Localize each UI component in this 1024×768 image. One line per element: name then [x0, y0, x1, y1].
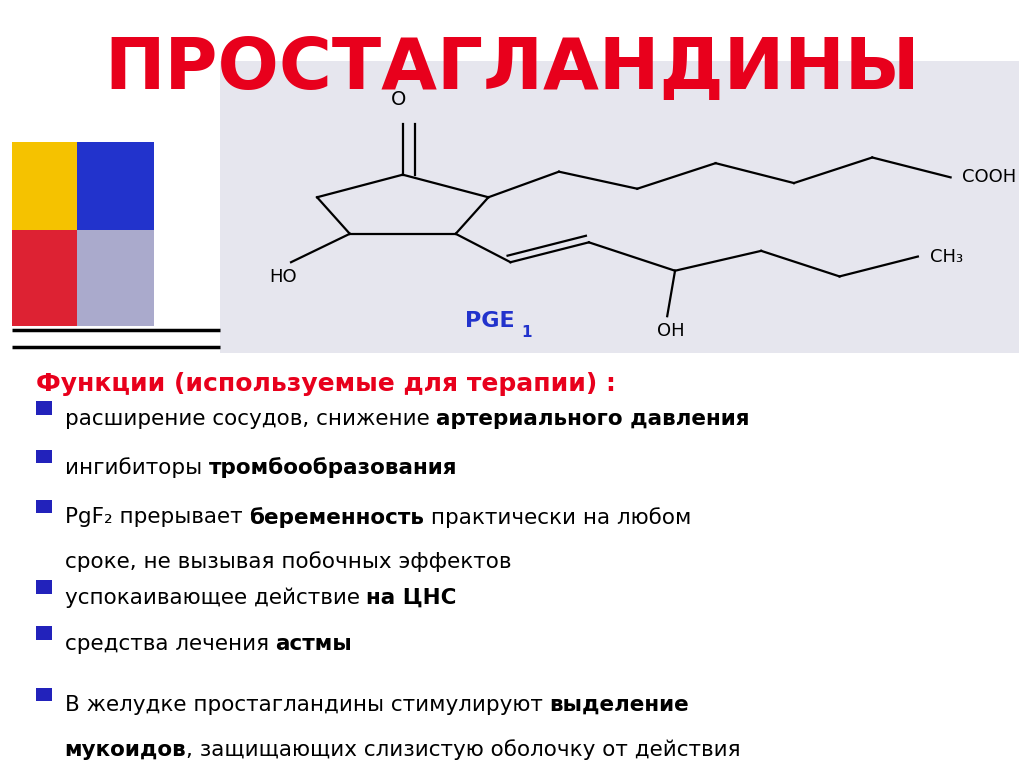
- Bar: [36, 401, 52, 415]
- Bar: [36, 580, 52, 594]
- Text: В желудке простагландины стимулируют: В желудке простагландины стимулируют: [65, 695, 549, 715]
- Text: успокаивающее действие: успокаивающее действие: [65, 588, 367, 608]
- Text: мукоидов: мукоидов: [65, 740, 186, 760]
- Text: астмы: астмы: [275, 634, 352, 654]
- Bar: [36, 449, 52, 463]
- Text: , защищающих слизистую оболочку от действия: , защищающих слизистую оболочку от дейст…: [186, 740, 741, 760]
- Bar: [77, 142, 154, 230]
- Bar: [36, 499, 52, 513]
- Text: PgF₂ прерывает: PgF₂ прерывает: [65, 507, 249, 527]
- Text: сроке, не вызывая побочных эффектов: сроке, не вызывая побочных эффектов: [65, 551, 511, 572]
- Text: OH: OH: [657, 322, 685, 340]
- Text: ингибиторы: ингибиторы: [65, 457, 209, 478]
- Bar: [36, 687, 52, 701]
- Text: Функции (используемые для терапии) :: Функции (используемые для терапии) :: [36, 372, 615, 396]
- Bar: [12, 142, 89, 230]
- Text: на ЦНС: на ЦНС: [367, 588, 457, 607]
- Text: выделение: выделение: [549, 695, 689, 715]
- Text: средства лечения: средства лечения: [65, 634, 275, 654]
- Text: PGE: PGE: [465, 311, 515, 331]
- Text: HO: HO: [269, 268, 297, 286]
- Text: COOH: COOH: [963, 168, 1017, 187]
- Bar: [220, 61, 1019, 353]
- Text: практически на любом: практически на любом: [424, 507, 691, 528]
- Text: беременность: беременность: [249, 507, 424, 528]
- Bar: [36, 626, 52, 640]
- Text: CH₃: CH₃: [930, 247, 963, 266]
- Text: артериального давления: артериального давления: [436, 409, 750, 429]
- Text: тромбообразования: тромбообразования: [209, 457, 457, 478]
- Text: расширение сосудов, снижение: расширение сосудов, снижение: [65, 409, 436, 429]
- Text: 1: 1: [522, 325, 532, 340]
- Text: O: O: [391, 91, 407, 109]
- Bar: [77, 230, 154, 326]
- Text: ПРОСТАГЛАНДИНЫ: ПРОСТАГЛАНДИНЫ: [104, 35, 920, 104]
- Bar: [12, 230, 89, 326]
